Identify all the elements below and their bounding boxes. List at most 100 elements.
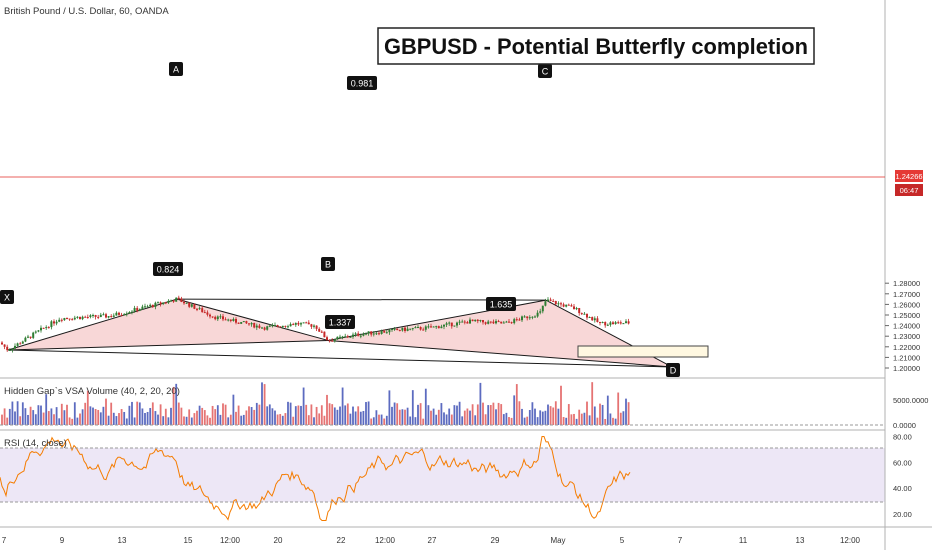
volume-bar [531,402,534,425]
candle-body [45,327,48,329]
volume-bar [591,382,594,425]
volume-bar [508,417,510,425]
volume-bar [154,411,157,425]
candle-body [240,322,243,324]
rsi-axis[interactable]: 80.00 60.00 40.00 20.00 [893,432,912,519]
candle-body [497,321,500,323]
candle-body [435,326,438,328]
ratio-badge [347,76,377,90]
volume-bar [185,416,188,425]
candle-body [281,325,284,327]
candle-body [172,300,175,302]
volume-bar [619,412,622,425]
volume-bar [58,418,61,425]
volume-bar [3,408,6,425]
countdown-badge [895,184,923,196]
price-tick: 1.27000 [893,290,920,299]
volume-bar [476,404,479,425]
volume-bar [471,404,474,425]
volume-bar [263,384,266,425]
volume-bar [229,414,232,425]
candle-body [354,333,357,335]
candle-body [188,302,191,307]
time-axis[interactable]: 7 9 13 15 12:00 20 22 12:00 27 29 May 5 7 11 13 12:00 [2,536,861,545]
candle-body [302,322,305,324]
candle-body [606,324,609,326]
ratio-badge [486,297,516,311]
candle-body [274,325,276,327]
volume-bar [112,412,115,425]
candle-body [201,308,204,313]
candle-body [396,328,399,331]
volume-bar [118,413,120,425]
candle-body [133,307,136,312]
volume-bar [45,394,48,425]
volume-bar [276,414,279,425]
volume-bar [440,403,443,425]
volume-bar [523,417,526,425]
candle-body [352,334,354,337]
candle-body [411,328,414,330]
volume-bar [432,408,435,425]
price-badge-text: 1.24266 [895,172,922,181]
candle-body [219,316,222,318]
candle-body [448,322,451,324]
candle-body [534,316,536,318]
candle-body [549,299,552,301]
candle-body [523,316,526,318]
volume-bar [261,382,263,425]
target-zone-box[interactable] [577,345,709,358]
candle-body [461,321,464,323]
candle-body [580,313,583,315]
volume-bar [424,388,427,425]
candle-body [193,304,196,309]
volume-bar [583,412,586,425]
volume-bar [97,409,100,425]
volume-bar [450,414,453,425]
volume-bar [383,418,386,425]
chart-title: GBPUSD - Potential Butterfly completion [384,34,808,59]
volume-bar [94,409,97,425]
volume-bar [196,410,198,425]
volume-bar [344,405,347,425]
volume-bar [55,407,58,425]
candle-body [196,308,198,310]
volume-bar [34,414,37,425]
candle-body [604,321,607,326]
candle-body [526,316,529,319]
candle-body [393,328,396,330]
time-tick: 7 [2,536,7,545]
volume-bar [315,406,318,425]
candle-body [16,343,19,346]
candle-body [248,323,250,325]
volume-bar [177,402,180,425]
candle-body [500,321,503,324]
volume-bar [99,412,102,425]
candle-body [583,313,586,315]
volume-bar [240,415,243,425]
volume-bar [448,408,451,425]
candle-body [443,324,445,327]
candlesticks [1,295,630,353]
point-badge [321,257,335,271]
volume-bar [536,417,539,425]
rsi-tick: 40.00 [893,484,912,493]
volume-bar [505,412,508,425]
volume-bar [149,408,152,425]
candle-body [513,319,516,324]
candle-body [112,315,115,317]
candle-body [562,304,565,307]
candle-body [258,325,261,328]
volume-bar [622,411,625,425]
volume-bar [557,408,560,425]
symbol-line: British Pound / U.S. Dollar, 60, OANDA [4,6,169,17]
volume-bar [401,409,404,425]
volume-bar [310,404,313,425]
volume-bar [573,413,575,425]
candle-body [544,301,547,306]
candle-body [424,326,427,330]
volume-bar [419,403,422,425]
candle-body [375,333,378,335]
candle-body [157,302,159,304]
